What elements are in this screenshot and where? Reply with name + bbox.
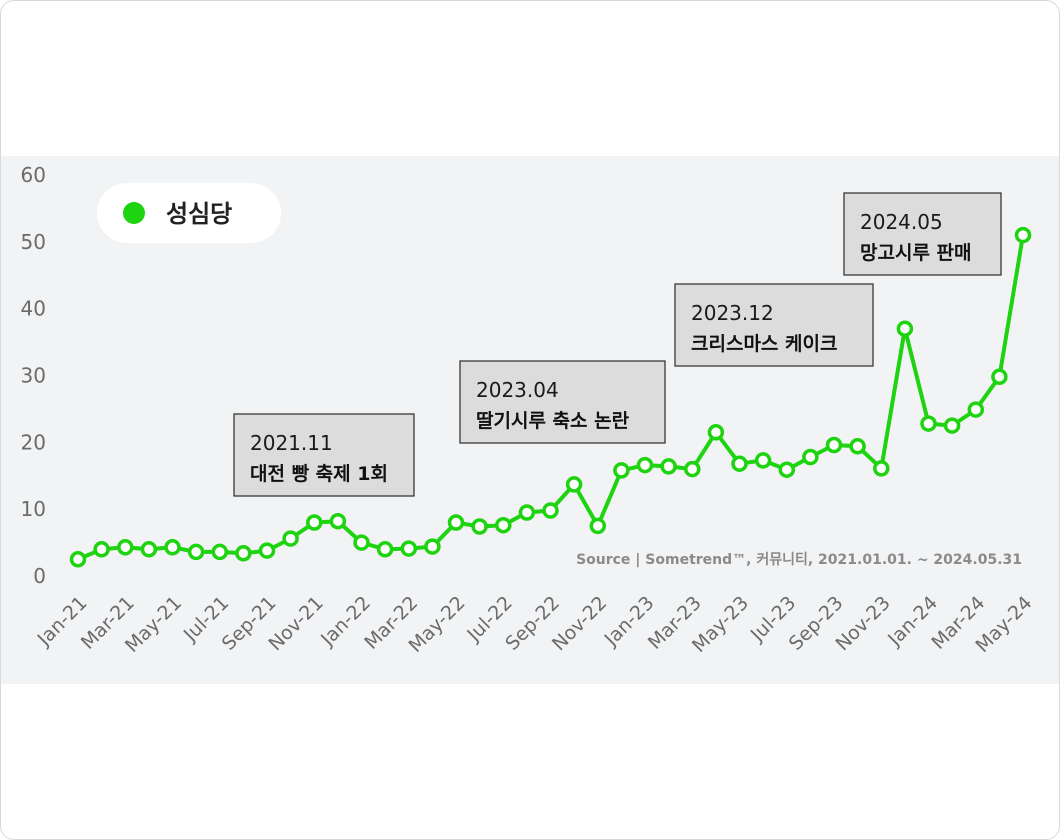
data-point [211, 543, 229, 561]
data-point [802, 448, 819, 466]
annotation-box [459, 360, 666, 444]
annotation-date: 2023.12 [691, 301, 774, 325]
y-tick-label: 60 [21, 163, 46, 187]
data-point [636, 456, 654, 474]
data-point [1014, 226, 1032, 244]
y-axis: 0 10 20 30 40 50 60 [21, 163, 46, 588]
legend-label: 성심당 [166, 200, 232, 228]
data-point [329, 512, 347, 530]
y-tick-label: 30 [21, 364, 46, 388]
legend-pill [97, 183, 281, 243]
annotation-date: 2023.04 [476, 378, 559, 402]
data-point [353, 534, 370, 551]
data-point [660, 458, 677, 475]
data-point [235, 545, 252, 562]
data-point [589, 517, 607, 535]
annotation-box [674, 283, 874, 367]
data-point [896, 320, 914, 337]
data-point [613, 462, 630, 479]
data-point [991, 368, 1008, 386]
annotation-date: 2024.05 [860, 210, 943, 234]
data-point [873, 460, 890, 477]
data-point [282, 530, 299, 547]
y-tick-label: 0 [33, 564, 46, 588]
series-layer [69, 226, 1032, 568]
data-point [471, 518, 488, 535]
data-point [376, 541, 394, 558]
legend-marker [123, 202, 145, 224]
annotations: 2021.11 대전 빵 축제 1회 2023.04 딸기시루 축소 논란 2023.1… [233, 192, 1002, 497]
annotation-text: 딸기시루 축소 논란 [476, 410, 630, 432]
data-point [754, 452, 772, 469]
data-point [849, 438, 866, 455]
source-note: Source | Sometrend™, 커뮤니티, 2021.01.01. ~… [576, 552, 1022, 568]
data-point [495, 516, 512, 534]
data-point [684, 460, 701, 478]
legend: 성심당 [97, 183, 281, 243]
y-tick-label: 20 [21, 430, 46, 454]
data-point [778, 461, 796, 478]
data-point [447, 514, 465, 531]
data-point [825, 436, 843, 454]
data-point [306, 514, 323, 531]
data-point [542, 502, 559, 519]
data-point [117, 539, 134, 556]
annotation-box [843, 192, 1002, 276]
data-point [69, 551, 87, 568]
data-point [424, 538, 441, 555]
data-point [140, 541, 158, 558]
annotation-text: 망고시루 판매 [860, 242, 972, 264]
data-point [920, 415, 937, 432]
data-point [400, 540, 418, 557]
annotation-text: 대전 빵 축제 1회 [250, 463, 388, 485]
data-point [943, 417, 961, 434]
data-point [518, 504, 536, 521]
x-axis: Jan-21Mar-21May-21Jul-21Sep-21Nov-21Jan-… [33, 592, 1037, 657]
annotation-date: 2021.11 [250, 431, 333, 455]
annotation-box [233, 413, 415, 497]
data-point [93, 541, 110, 558]
annotation-text: 크리스마스 케이크 [691, 333, 837, 355]
data-point [258, 542, 276, 559]
y-tick-label: 40 [21, 297, 46, 321]
y-tick-label: 50 [21, 230, 46, 254]
data-point [731, 455, 748, 472]
y-tick-label: 10 [21, 497, 46, 521]
data-point [707, 424, 725, 441]
data-point [187, 543, 205, 561]
data-point [565, 476, 583, 493]
data-point [164, 539, 181, 556]
data-point [967, 401, 985, 418]
